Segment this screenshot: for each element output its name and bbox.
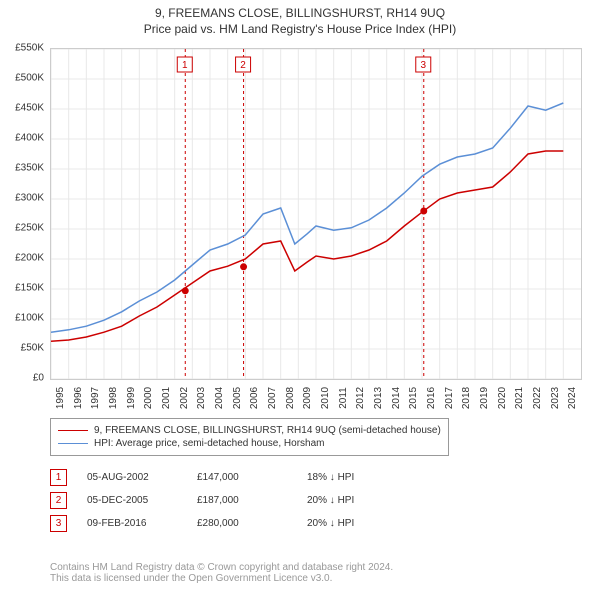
x-tick-label: 2002	[179, 387, 190, 409]
chart-title: 9, FREEMANS CLOSE, BILLINGSHURST, RH14 9…	[0, 0, 600, 22]
legend-swatch	[58, 443, 88, 444]
event-price: £147,000	[197, 472, 287, 483]
y-tick-label: £400K	[15, 133, 44, 144]
x-tick-label: 2006	[249, 387, 260, 409]
x-tick-label: 2024	[567, 387, 578, 409]
y-tick-label: £550K	[15, 43, 44, 54]
event-row: 3 09-FEB-2016 £280,000 20% ↓ HPI	[50, 512, 387, 535]
y-axis: £0£50K£100K£150K£200K£250K£300K£350K£400…	[0, 48, 50, 378]
event-price: £187,000	[197, 495, 287, 506]
x-tick-label: 2010	[320, 387, 331, 409]
x-tick-label: 2013	[373, 387, 384, 409]
event-date: 09-FEB-2016	[87, 518, 177, 529]
events-table: 1 05-AUG-2002 £147,000 18% ↓ HPI 2 05-DEC-200…	[50, 466, 387, 535]
chart-subtitle: Price paid vs. HM Land Registry's House …	[0, 22, 600, 40]
event-date: 05-AUG-2002	[87, 472, 177, 483]
x-tick-label: 2023	[550, 387, 561, 409]
y-tick-label: £200K	[15, 253, 44, 264]
x-axis: 1995 1996 1997 1998 1999 2000 2001 2002 2003 2004…	[50, 380, 580, 410]
x-tick-label: 2019	[479, 387, 490, 409]
y-tick-label: £150K	[15, 283, 44, 294]
svg-text:3: 3	[420, 60, 426, 71]
x-tick-label: 2001	[161, 387, 172, 409]
x-tick-label: 2015	[408, 387, 419, 409]
event-diff: 20% ↓ HPI	[307, 518, 387, 529]
x-tick-label: 1997	[90, 387, 101, 409]
event-marker: 3	[50, 515, 67, 532]
x-tick-label: 1999	[126, 387, 137, 409]
x-tick-label: 1995	[55, 387, 66, 409]
event-diff: 20% ↓ HPI	[307, 495, 387, 506]
y-tick-label: £300K	[15, 193, 44, 204]
footer-line-2: This data is licensed under the Open Gov…	[50, 573, 393, 584]
x-tick-label: 2007	[267, 387, 278, 409]
y-tick-label: £0	[33, 373, 44, 384]
y-tick-label: £50K	[21, 343, 44, 354]
footer-attribution: Contains HM Land Registry data © Crown c…	[50, 562, 393, 584]
x-tick-label: 2009	[302, 387, 313, 409]
x-tick-label: 2011	[337, 387, 348, 409]
legend-label: 9, FREEMANS CLOSE, BILLINGSHURST, RH14 9…	[94, 425, 441, 436]
svg-text:2: 2	[240, 60, 246, 71]
x-tick-label: 2021	[514, 387, 525, 409]
x-tick-label: 2016	[426, 387, 437, 409]
event-date: 05-DEC-2005	[87, 495, 177, 506]
legend-swatch	[58, 430, 88, 431]
x-tick-label: 2020	[497, 387, 508, 409]
x-tick-label: 1998	[108, 387, 119, 409]
y-tick-label: £100K	[15, 313, 44, 324]
legend-item: 9, FREEMANS CLOSE, BILLINGSHURST, RH14 9…	[58, 424, 441, 437]
x-tick-label: 2008	[285, 387, 296, 409]
plot-svg: 1 2 3	[50, 48, 582, 380]
x-tick-label: 2022	[532, 387, 543, 409]
x-tick-label: 2005	[232, 387, 243, 409]
footer-line-1: Contains HM Land Registry data © Crown c…	[50, 562, 393, 573]
event-row: 2 05-DEC-2005 £187,000 20% ↓ HPI	[50, 489, 387, 512]
legend-item: HPI: Average price, semi-detached house,…	[58, 437, 441, 450]
event-row: 1 05-AUG-2002 £147,000 18% ↓ HPI	[50, 466, 387, 489]
x-tick-label: 2018	[461, 387, 472, 409]
x-tick-label: 2000	[143, 387, 154, 409]
y-tick-label: £450K	[15, 103, 44, 114]
svg-text:1: 1	[182, 60, 188, 71]
x-tick-label: 2012	[355, 387, 366, 409]
y-tick-label: £500K	[15, 73, 44, 84]
event-marker: 2	[50, 492, 67, 509]
event-marker: 1	[50, 469, 67, 486]
x-tick-label: 1996	[73, 387, 84, 409]
event-price: £280,000	[197, 518, 287, 529]
legend-box: 9, FREEMANS CLOSE, BILLINGSHURST, RH14 9…	[50, 418, 449, 456]
y-tick-label: £250K	[15, 223, 44, 234]
x-tick-label: 2004	[214, 387, 225, 409]
chart-container: 9, FREEMANS CLOSE, BILLINGSHURST, RH14 9…	[0, 0, 600, 590]
x-tick-label: 2014	[391, 387, 402, 409]
x-tick-label: 2003	[196, 387, 207, 409]
y-tick-label: £350K	[15, 163, 44, 174]
event-diff: 18% ↓ HPI	[307, 472, 387, 483]
legend-label: HPI: Average price, semi-detached house,…	[94, 438, 325, 449]
x-tick-label: 2017	[444, 387, 455, 409]
plot-area: 1 2 3	[50, 48, 580, 378]
